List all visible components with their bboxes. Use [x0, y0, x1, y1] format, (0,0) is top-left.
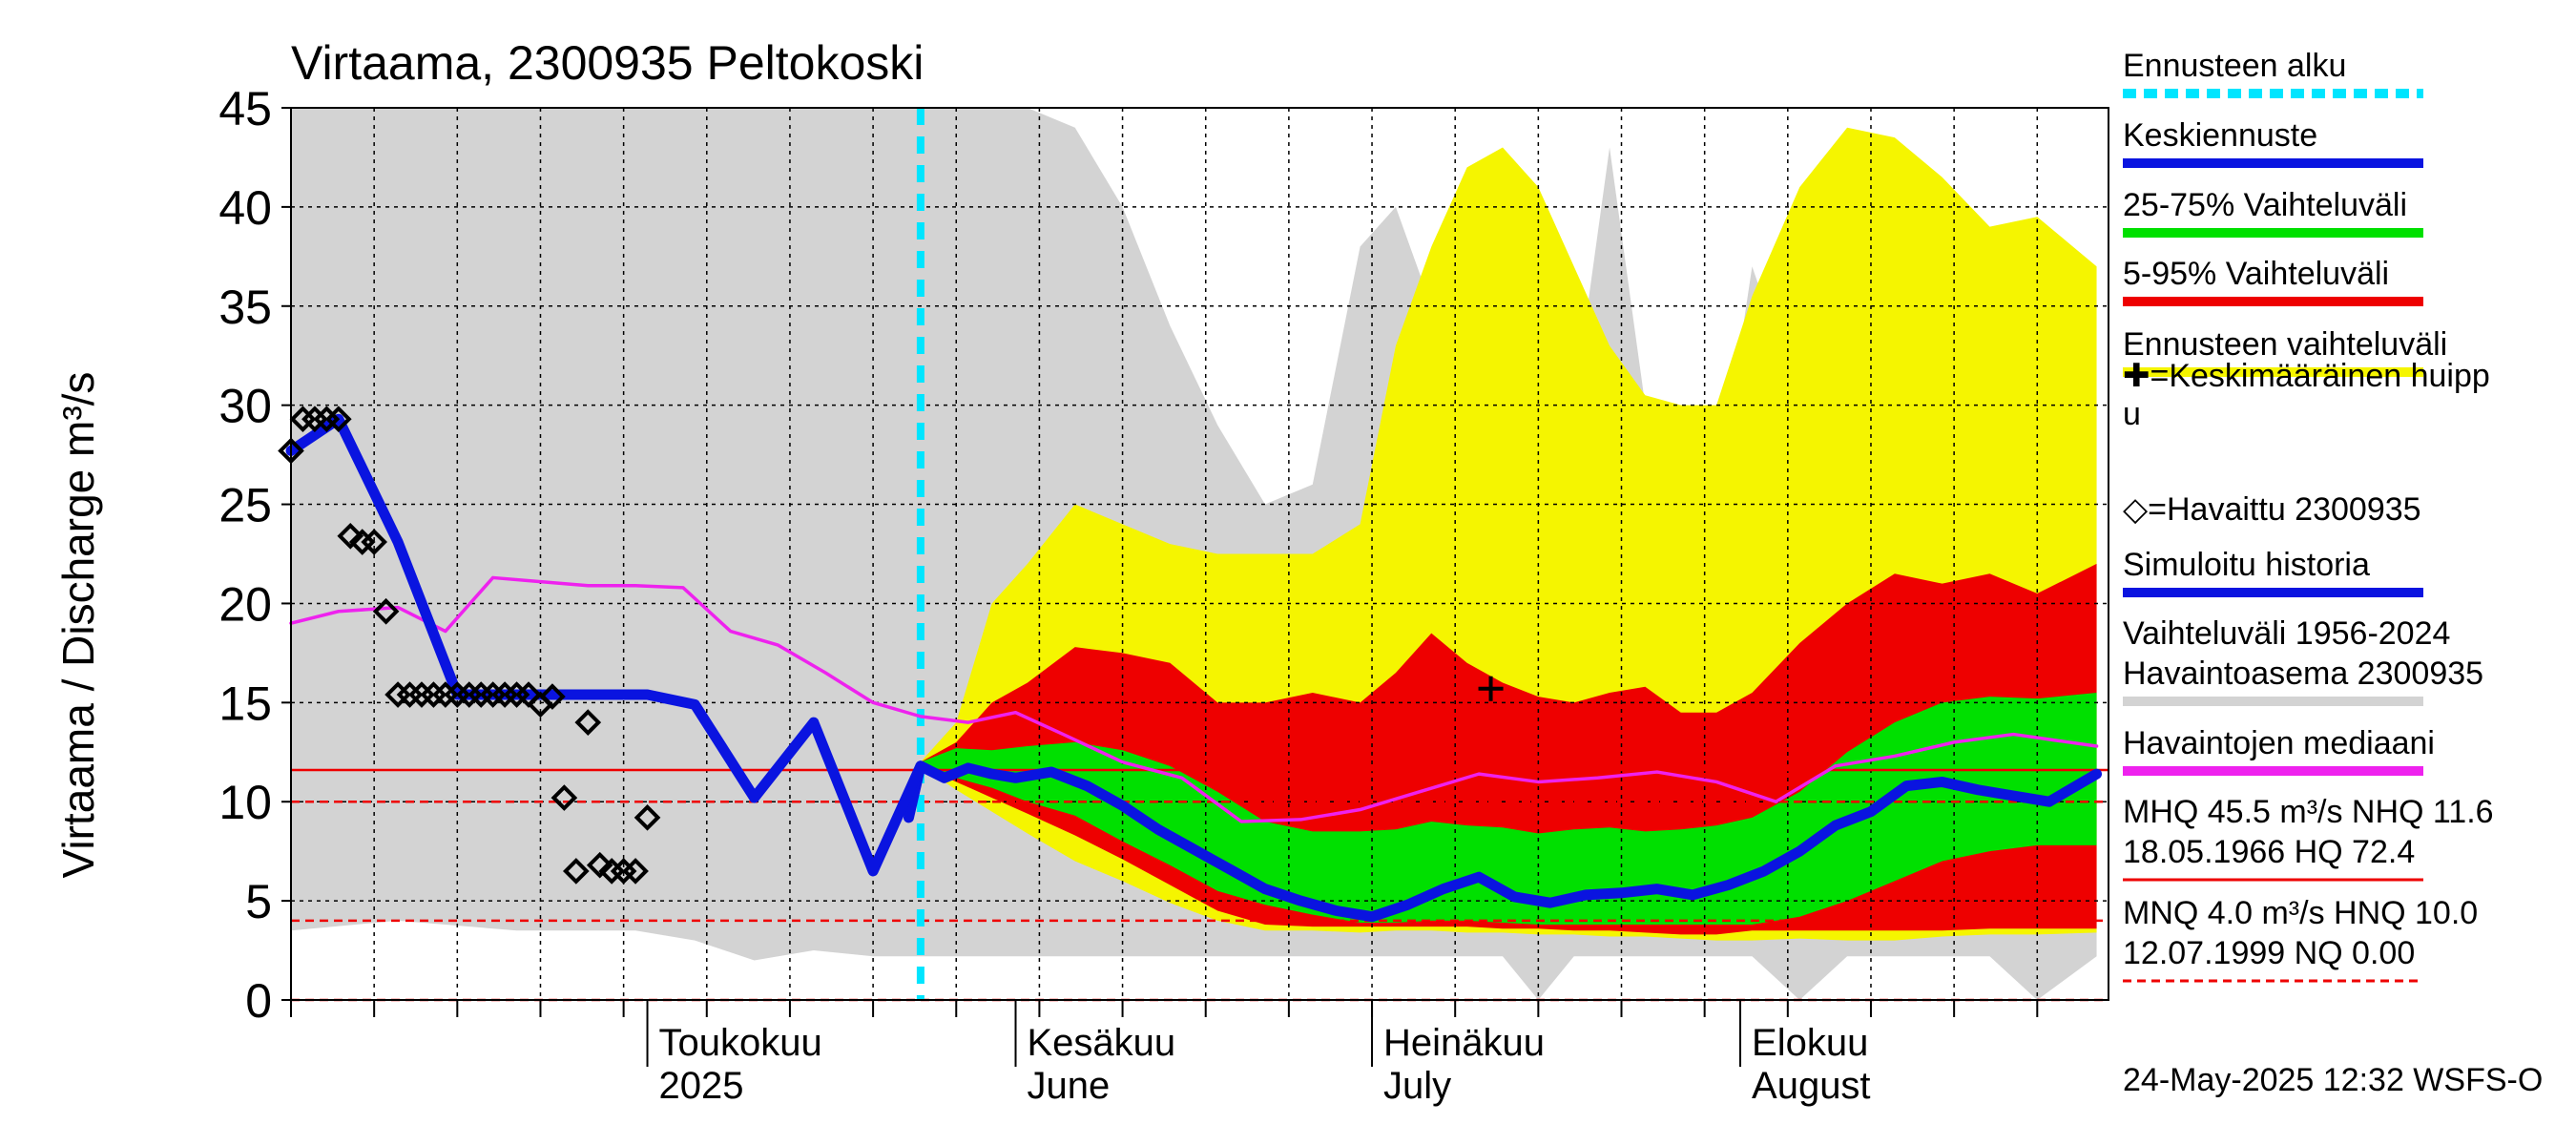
y-tick-label: 15 [218, 677, 272, 730]
observed-point [574, 709, 602, 736]
legend-label: 18.05.1966 HQ 72.4 [2123, 834, 2415, 870]
observed-point [324, 406, 352, 433]
legend-label: Simuloitu historia [2123, 547, 2370, 583]
legend-label: Havaintoasema 2300935 [2123, 656, 2483, 692]
y-tick-label: 30 [218, 380, 272, 433]
legend-label: 25-75% Vaihteluväli [2123, 187, 2407, 223]
month-label-en: 2025 [659, 1065, 744, 1107]
observed-point [539, 683, 566, 710]
month-label-en: June [1028, 1065, 1111, 1107]
y-tick-label: 5 [245, 875, 272, 928]
legend-label: Havaintojen mediaani [2123, 725, 2435, 761]
observed-point [622, 858, 649, 885]
legend: Ennusteen alku Keskiennuste 25-75% Vaihtel… [2123, 48, 2494, 983]
month-label-fi: Kesäkuu [1028, 1022, 1176, 1064]
axes-layer: 051015202530354045Toukokuu2025KesäkuuJun… [218, 82, 2109, 1107]
observed-point [551, 784, 578, 811]
y-tick-label: 20 [218, 577, 272, 631]
legend-label: 5-95% Vaihteluväli [2123, 256, 2389, 292]
y-tick-label: 45 [218, 82, 272, 135]
observed-point [586, 851, 613, 879]
mean-peak-marker [1478, 676, 1504, 701]
legend-label: MNQ 4.0 m³/s HNQ 10.0 [2123, 895, 2478, 931]
month-label-fi: Heinäkuu [1383, 1022, 1545, 1064]
y-tick-label: 40 [218, 181, 272, 235]
observed-point [361, 529, 387, 555]
series-line-havaintojen-mediaani [289, 575, 2099, 823]
legend-label: Ennusteen vaihteluväli [2123, 326, 2447, 363]
series-line-keskiennuste [903, 760, 2103, 923]
y-tick-label: 25 [218, 479, 272, 532]
legend-label: MHQ 45.5 m³/s NHQ 11.6 [2123, 794, 2494, 830]
observed-point [372, 597, 400, 625]
observed-point [562, 858, 590, 885]
legend-label: ◇=Havaittu 2300935 [2123, 491, 2421, 528]
footer-timestamp: 24-May-2025 12:32 WSFS-O [2123, 1062, 2543, 1098]
month-label-en: August [1752, 1065, 1871, 1107]
chart-title: Virtaama, 2300935 Peltokoski [291, 36, 924, 90]
month-label-fi: Elokuu [1752, 1022, 1868, 1064]
legend-label: u [2123, 396, 2141, 432]
y-axis-label: Virtaama / Discharge m³/s [53, 372, 103, 879]
legend-label: ✚=Keskimääräinen huipp [2123, 358, 2490, 394]
y-tick-label: 0 [245, 974, 272, 1028]
month-label-fi: Toukokuu [659, 1022, 822, 1064]
legend-label: Keskiennuste [2123, 117, 2317, 154]
legend-label: Vaihteluväli 1956-2024 [2123, 615, 2450, 652]
series-layer [285, 413, 2103, 923]
y-tick-label: 35 [218, 281, 272, 334]
month-label-en: July [1383, 1065, 1451, 1107]
observed-point [634, 804, 661, 831]
series-line-simuloitu-historia [285, 413, 926, 877]
plot-frame [290, 107, 2109, 1001]
observed-point [337, 522, 364, 550]
legend-label: 12.07.1999 NQ 0.00 [2123, 935, 2415, 971]
legend-label: Ennusteen alku [2123, 48, 2346, 84]
y-tick-label: 10 [218, 776, 272, 829]
